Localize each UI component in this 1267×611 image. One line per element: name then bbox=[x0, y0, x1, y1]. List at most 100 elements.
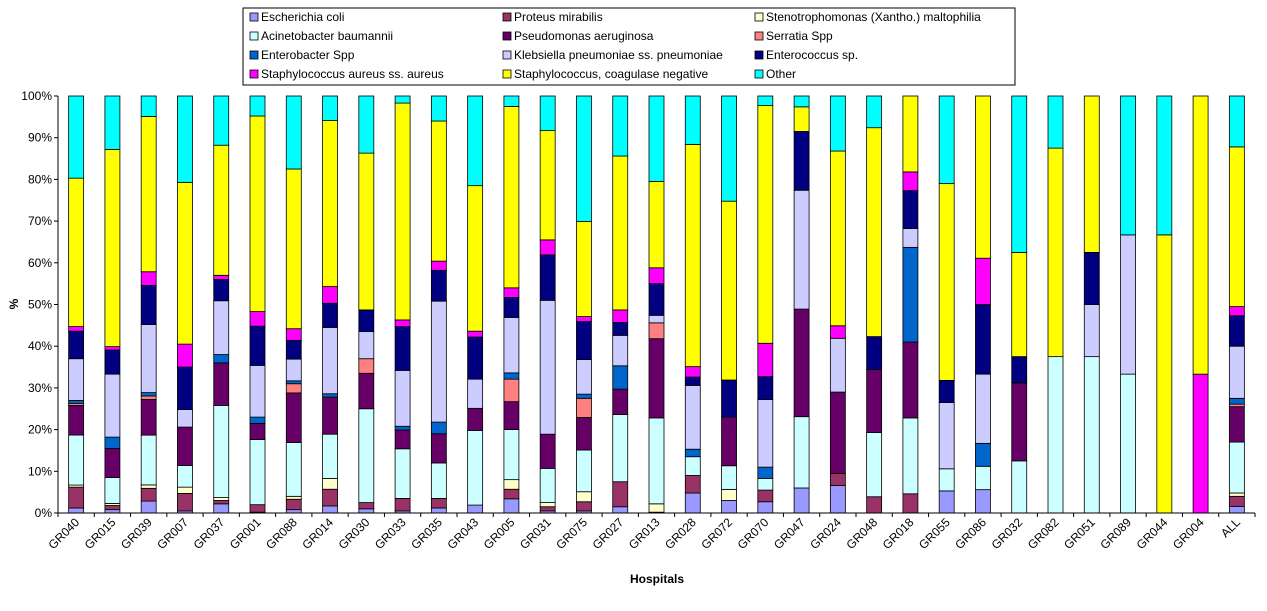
bar-segment-gr047-8 bbox=[793, 131, 810, 191]
bar-segment-gr005-10 bbox=[503, 106, 520, 289]
bar-segment-gr028-3 bbox=[684, 456, 701, 476]
bar-stack-gr089 bbox=[1120, 95, 1136, 514]
bar-segment-gr075-4 bbox=[576, 417, 592, 451]
bar-segment-gr033-8 bbox=[394, 326, 411, 371]
bar-segment-gr070-11 bbox=[757, 95, 774, 106]
bar-segment-gr013-8 bbox=[648, 283, 665, 316]
bar-segment-gr055-0 bbox=[938, 490, 955, 514]
bar-segment-gr086-6 bbox=[975, 442, 991, 467]
bar-segment-gr005-2 bbox=[503, 479, 520, 490]
bar-segment-gr015-3 bbox=[104, 477, 121, 504]
bar-segment-all-1 bbox=[1228, 495, 1245, 507]
x-tick-label: GR055 bbox=[916, 515, 953, 552]
bar-stack-gr005 bbox=[503, 95, 520, 514]
bar-segment-gr048-4 bbox=[866, 369, 883, 433]
bar-stack-gr033 bbox=[394, 95, 411, 514]
bar-segment-gr043-9 bbox=[467, 330, 484, 338]
legend-item: Staphylococcus aureus ss. aureus bbox=[249, 67, 444, 81]
x-tick-label: GR030 bbox=[336, 515, 373, 552]
bar-segment-gr032-4 bbox=[1011, 382, 1028, 462]
bar-segment-gr051-3 bbox=[1083, 356, 1100, 514]
bar-segment-gr033-7 bbox=[394, 369, 411, 427]
bar-stack-gr040 bbox=[68, 95, 85, 514]
bar-segment-gr037-10 bbox=[213, 144, 230, 276]
bar-segment-gr043-3 bbox=[467, 430, 484, 506]
x-tick-label: GR024 bbox=[807, 515, 844, 552]
bar-segment-gr005-9 bbox=[503, 287, 520, 298]
bar-stack-gr014 bbox=[322, 95, 338, 514]
x-tick-label: GR043 bbox=[444, 515, 481, 552]
x-tick-label: GR089 bbox=[1097, 515, 1134, 552]
x-tick-label: GR015 bbox=[82, 515, 119, 552]
bar-stack-gr070 bbox=[757, 95, 774, 514]
bar-segment-gr086-3 bbox=[975, 465, 991, 491]
legend: Escherichia coli Proteus mirabilis Stenotr… bbox=[242, 7, 1016, 86]
y-tick-label: 30% bbox=[28, 381, 52, 395]
bar-segment-gr072-2 bbox=[721, 488, 737, 501]
bar-segment-gr018-8 bbox=[902, 190, 919, 230]
bar-segment-gr007-11 bbox=[177, 95, 193, 183]
bar-segment-gr047-7 bbox=[793, 189, 810, 310]
bar-segment-gr072-0 bbox=[721, 500, 737, 514]
legend-label: Escherichia coli bbox=[261, 10, 344, 24]
bar-segment-gr039-11 bbox=[140, 95, 157, 117]
bar-stack-gr055 bbox=[938, 95, 955, 514]
legend-label: Stenotrophomonas (Xantho.) maltophilia bbox=[766, 10, 981, 24]
y-tick-label: 60% bbox=[28, 256, 52, 270]
bar-segment-gr007-1 bbox=[177, 492, 193, 512]
bar-segment-gr082-3 bbox=[1047, 356, 1064, 514]
bar-segment-gr088-11 bbox=[285, 95, 302, 170]
bar-segment-gr037-3 bbox=[213, 405, 230, 498]
bar-segment-gr075-7 bbox=[576, 359, 592, 395]
bar-segment-gr005-0 bbox=[503, 498, 520, 514]
bar-segment-gr035-3 bbox=[430, 462, 447, 499]
bar-stack-gr044 bbox=[1156, 95, 1173, 514]
legend-swatch bbox=[754, 50, 764, 60]
bar-segment-gr088-0 bbox=[285, 509, 302, 514]
bar-segment-gr040-6 bbox=[68, 400, 85, 404]
legend-swatch bbox=[249, 12, 259, 22]
bar-segment-gr035-9 bbox=[430, 260, 447, 271]
bar-segment-gr030-10 bbox=[358, 152, 375, 311]
bar-segment-gr014-2 bbox=[322, 477, 338, 490]
bar-segment-gr028-11 bbox=[684, 95, 701, 145]
bar-segment-gr032-3 bbox=[1011, 460, 1028, 514]
bar-segment-gr043-11 bbox=[467, 95, 484, 187]
bar-segment-gr004-9 bbox=[1192, 373, 1209, 514]
bar-segment-gr037-2 bbox=[213, 497, 230, 501]
bar-segment-gr024-11 bbox=[829, 95, 846, 152]
bar-segment-gr033-3 bbox=[394, 448, 411, 499]
legend-label: Acinetobacter baumannii bbox=[261, 29, 393, 43]
bar-segment-gr015-1 bbox=[104, 505, 121, 511]
y-tick-label: 50% bbox=[28, 298, 52, 312]
bar-stack-gr051 bbox=[1083, 95, 1100, 514]
bar-segment-gr055-10 bbox=[938, 183, 955, 381]
bar-segment-gr040-1 bbox=[68, 486, 85, 509]
bar-segment-gr043-7 bbox=[467, 378, 484, 409]
bar-segment-gr037-11 bbox=[213, 95, 230, 146]
bar-segment-gr051-7 bbox=[1083, 304, 1100, 358]
x-tick-label: GR035 bbox=[408, 515, 445, 552]
bar-segment-gr031-3 bbox=[539, 467, 556, 503]
legend-swatch bbox=[249, 50, 259, 60]
bar-segment-gr014-4 bbox=[322, 396, 338, 435]
bar-stack-gr013 bbox=[648, 95, 665, 514]
bar-segment-gr072-4 bbox=[721, 416, 737, 467]
bar-segment-gr039-4 bbox=[140, 398, 157, 436]
bar-segment-gr013-9 bbox=[648, 267, 665, 285]
bar-stack-gr035 bbox=[430, 95, 447, 514]
y-tick-label: 40% bbox=[28, 339, 52, 353]
bar-segment-gr072-3 bbox=[721, 465, 737, 490]
bar-segment-gr075-2 bbox=[576, 491, 592, 503]
legend-item: Enterococcus sp. bbox=[754, 48, 858, 62]
x-tick-label: GR040 bbox=[45, 515, 82, 552]
bar-segment-gr001-11 bbox=[249, 95, 266, 117]
bar-segment-gr075-1 bbox=[576, 501, 592, 512]
bar-segment-all-8 bbox=[1228, 315, 1245, 347]
x-tick-label: GR037 bbox=[191, 515, 228, 552]
bar-segment-gr027-8 bbox=[612, 322, 629, 336]
bar-segment-gr048-3 bbox=[866, 432, 883, 498]
x-tick-label: GR075 bbox=[553, 515, 590, 552]
bar-segment-gr018-9 bbox=[902, 171, 919, 192]
legend-item: Other bbox=[754, 67, 796, 81]
